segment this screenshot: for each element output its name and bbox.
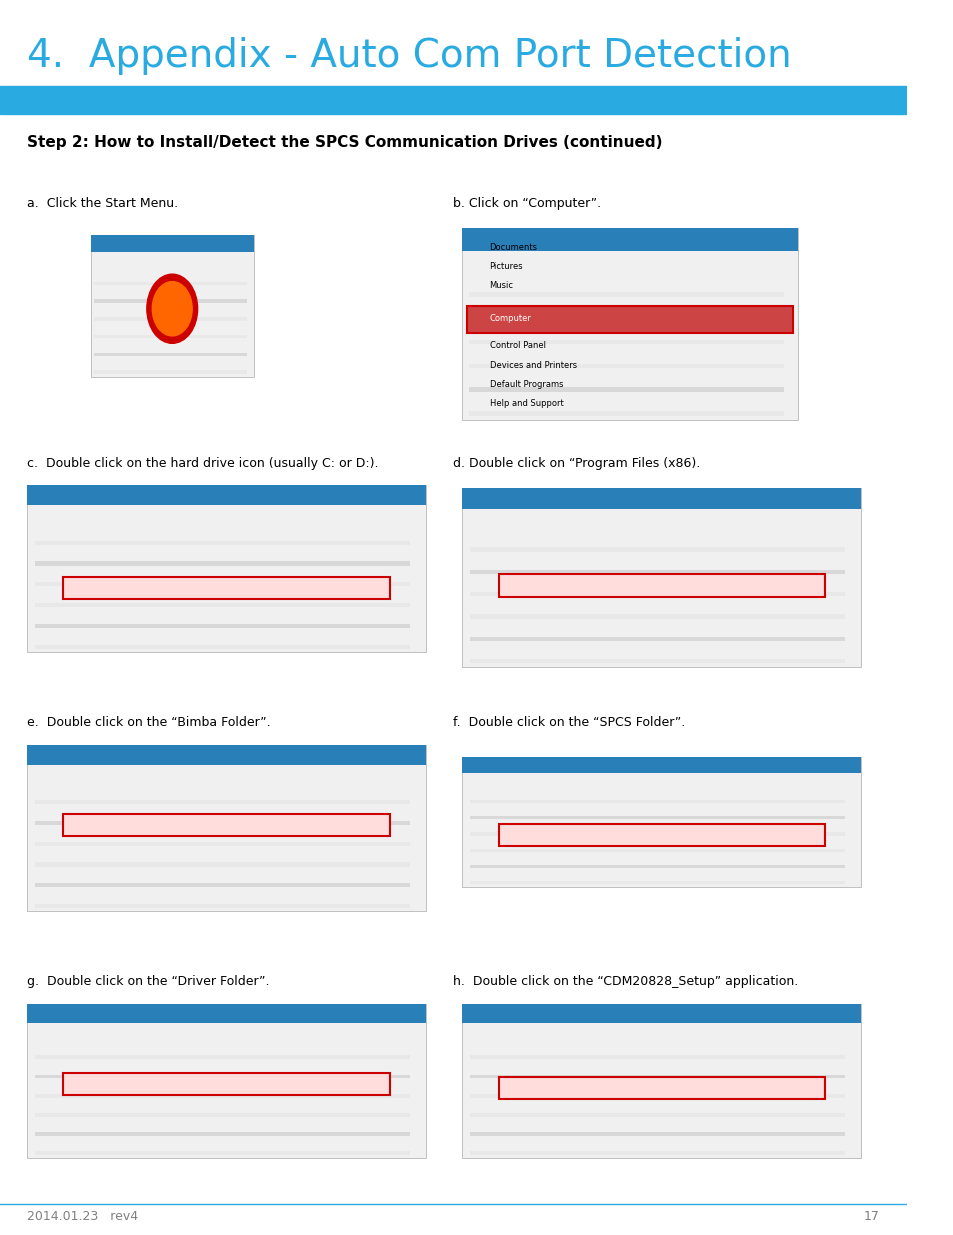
Bar — [28, 1004, 426, 1023]
Text: 17: 17 — [862, 1210, 879, 1223]
Bar — [35, 582, 410, 587]
Bar — [35, 904, 410, 908]
Text: Music: Music — [489, 280, 513, 290]
Bar — [470, 1113, 844, 1116]
Bar — [470, 881, 844, 884]
Bar — [470, 636, 844, 641]
Circle shape — [147, 274, 197, 343]
Text: g.  Double click on the “Driver Folder”.: g. Double click on the “Driver Folder”. — [28, 976, 270, 988]
Bar — [470, 658, 844, 663]
Bar — [469, 291, 783, 296]
Text: Default Programs: Default Programs — [489, 379, 562, 389]
Bar — [28, 1004, 426, 1158]
Bar — [0, 86, 905, 114]
Bar — [35, 1151, 410, 1156]
Bar — [470, 832, 844, 836]
Bar — [35, 1132, 410, 1136]
Bar — [35, 624, 410, 627]
Text: b. Click on “Computer”.: b. Click on “Computer”. — [453, 198, 600, 210]
Bar — [462, 488, 861, 509]
Text: e.  Double click on the “Bimba Folder”.: e. Double click on the “Bimba Folder”. — [28, 716, 271, 729]
Text: c.  Double click on the hard drive icon (usually C: or D:).: c. Double click on the hard drive icon (… — [28, 457, 378, 469]
Text: Control Panel: Control Panel — [489, 341, 545, 351]
Bar — [35, 1094, 410, 1098]
Bar — [469, 340, 783, 345]
Bar — [28, 745, 426, 764]
Bar — [35, 603, 410, 608]
Bar — [469, 316, 783, 321]
Bar — [35, 821, 410, 825]
Bar — [498, 574, 824, 597]
Bar — [35, 841, 410, 846]
Bar — [93, 299, 247, 303]
Bar — [470, 1074, 844, 1078]
Bar — [470, 864, 844, 868]
Bar — [470, 1151, 844, 1156]
Bar — [462, 1004, 861, 1158]
Text: 2014.01.23   rev4: 2014.01.23 rev4 — [28, 1210, 138, 1223]
Bar — [93, 335, 247, 338]
Bar — [470, 614, 844, 619]
Text: Pictures: Pictures — [489, 262, 522, 272]
Bar — [35, 541, 410, 545]
Text: Computer: Computer — [489, 314, 531, 324]
Bar — [35, 883, 410, 887]
Bar — [91, 235, 253, 377]
Bar — [469, 411, 783, 416]
Text: Step 2: How to Install/Detect the SPCS Communication Drives (continued): Step 2: How to Install/Detect the SPCS C… — [28, 135, 662, 149]
Bar — [64, 577, 390, 599]
Bar — [462, 228, 797, 252]
Text: Help and Support: Help and Support — [489, 399, 562, 409]
Text: Documents: Documents — [489, 242, 537, 252]
Bar — [93, 282, 247, 285]
Bar — [470, 1132, 844, 1136]
Text: a.  Click the Start Menu.: a. Click the Start Menu. — [28, 198, 178, 210]
Bar — [470, 569, 844, 574]
Bar — [64, 1073, 390, 1095]
Bar — [35, 562, 410, 566]
Text: d. Double click on “Program Files (x86).: d. Double click on “Program Files (x86). — [453, 457, 700, 469]
Bar — [35, 645, 410, 648]
Circle shape — [152, 282, 192, 336]
Bar — [35, 1074, 410, 1078]
Bar — [35, 862, 410, 867]
Bar — [91, 235, 253, 252]
Bar — [28, 485, 426, 652]
Bar — [28, 745, 426, 911]
Bar — [470, 1094, 844, 1098]
Bar — [462, 228, 797, 420]
Bar — [498, 1077, 824, 1099]
Bar — [35, 1055, 410, 1060]
Bar — [93, 317, 247, 321]
Bar — [64, 814, 390, 836]
Bar — [470, 848, 844, 852]
Bar — [470, 1055, 844, 1060]
Bar — [469, 363, 783, 368]
Bar — [470, 800, 844, 803]
Bar — [93, 352, 247, 356]
Bar — [470, 547, 844, 552]
Bar — [28, 485, 426, 505]
Bar — [462, 1004, 861, 1023]
Text: Devices and Printers: Devices and Printers — [489, 361, 576, 370]
Bar — [466, 306, 792, 333]
Text: f.  Double click on the “SPCS Folder”.: f. Double click on the “SPCS Folder”. — [453, 716, 685, 729]
Bar — [462, 488, 861, 667]
Text: 4.  Appendix - Auto Com Port Detection: 4. Appendix - Auto Com Port Detection — [28, 37, 791, 74]
Bar — [35, 800, 410, 804]
Bar — [93, 370, 247, 374]
Bar — [35, 1113, 410, 1116]
Text: h.  Double click on the “CDM20828_Setup” application.: h. Double click on the “CDM20828_Setup” … — [453, 976, 798, 988]
Bar — [498, 824, 824, 846]
Bar — [470, 592, 844, 597]
Bar — [469, 388, 783, 393]
Bar — [470, 816, 844, 820]
Bar — [462, 757, 861, 887]
Bar — [462, 757, 861, 773]
